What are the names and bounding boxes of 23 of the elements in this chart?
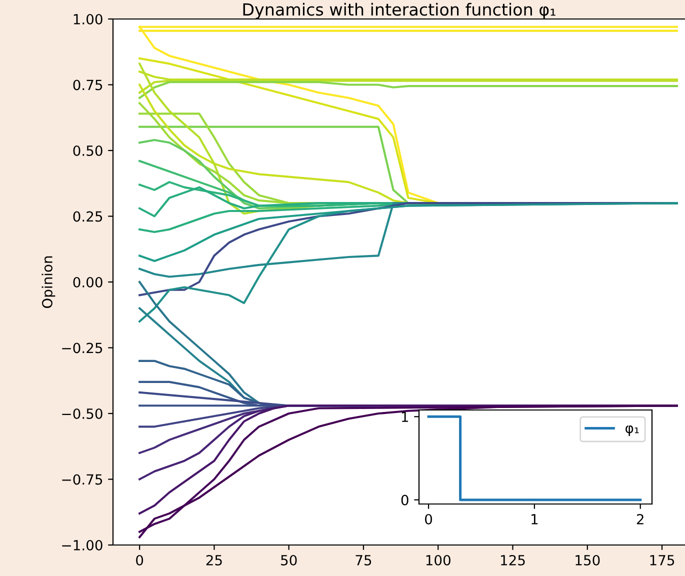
y-tick-label: 0.75: [73, 80, 102, 90]
x-tick-label: 0: [136, 554, 144, 566]
x-tick-label: 1: [532, 514, 538, 524]
y-tick-label: 0.50: [73, 145, 102, 156]
x-tick-label: 0: [425, 514, 432, 524]
x-tick-label: 2: [636, 514, 644, 524]
x-tick-label: 125: [501, 554, 525, 566]
y-tick-label: −1.00: [62, 540, 102, 550]
x-tick-label: 175: [650, 555, 674, 566]
x-tick-label: 150: [576, 554, 600, 566]
chart-title: Dynamics with interaction function φ₁: [243, 2, 556, 19]
y-axis-title: Opinion: [42, 256, 56, 308]
y-tick-label: −0.25: [62, 342, 102, 354]
x-tick-label: 100: [426, 554, 450, 566]
x-tick-label: 25: [206, 554, 222, 566]
x-tick-label: 50: [281, 554, 297, 566]
x-tick-label: 75: [356, 555, 372, 566]
y-tick-label: 1.00: [74, 14, 102, 24]
y-tick-label: 0.00: [73, 276, 102, 288]
y-tick-label: 0.25: [73, 211, 102, 222]
y-tick-label: −0.50: [62, 408, 102, 419]
legend-label: φ₁: [626, 425, 639, 436]
y-tick-label: −0.75: [62, 474, 102, 485]
